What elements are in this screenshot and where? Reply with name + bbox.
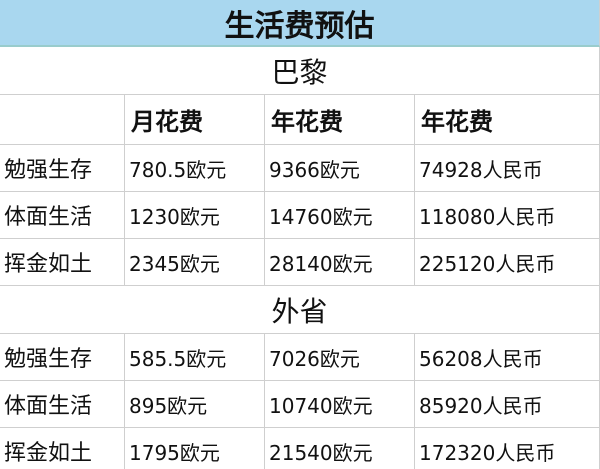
title: 生活费预估	[0, 0, 600, 47]
cell-value: 895欧元	[125, 381, 265, 428]
cell-value: 780.5欧元	[125, 145, 265, 192]
cell-value: 14760欧元	[265, 192, 415, 239]
cell-value: 9366欧元	[265, 145, 415, 192]
row-label: 体面生活	[0, 192, 125, 239]
cell-value: 2345欧元	[125, 239, 265, 286]
column-header: 年花费	[415, 95, 600, 145]
row-label: 挥金如土	[0, 428, 125, 469]
section-title: 巴黎	[0, 47, 600, 95]
cell-value: 7026欧元	[265, 334, 415, 381]
cell-value: 85920人民币	[415, 381, 600, 428]
cell-value: 1795欧元	[125, 428, 265, 469]
section-title: 外省	[0, 286, 600, 334]
column-header: 月花费	[125, 95, 265, 145]
cell-value: 74928人民币	[415, 145, 600, 192]
cell-value: 225120人民币	[415, 239, 600, 286]
cell-value: 118080人民币	[415, 192, 600, 239]
row-label: 勉强生存	[0, 145, 125, 192]
cell-value: 585.5欧元	[125, 334, 265, 381]
column-header: 年花费	[265, 95, 415, 145]
cell-value: 56208人民币	[415, 334, 600, 381]
row-label: 挥金如土	[0, 239, 125, 286]
row-label: 勉强生存	[0, 334, 125, 381]
cell-value: 21540欧元	[265, 428, 415, 469]
blank-cell	[0, 95, 125, 145]
cell-value: 10740欧元	[265, 381, 415, 428]
row-label: 体面生活	[0, 381, 125, 428]
cell-value: 172320人民币	[415, 428, 600, 469]
cell-value: 28140欧元	[265, 239, 415, 286]
cell-value: 1230欧元	[125, 192, 265, 239]
